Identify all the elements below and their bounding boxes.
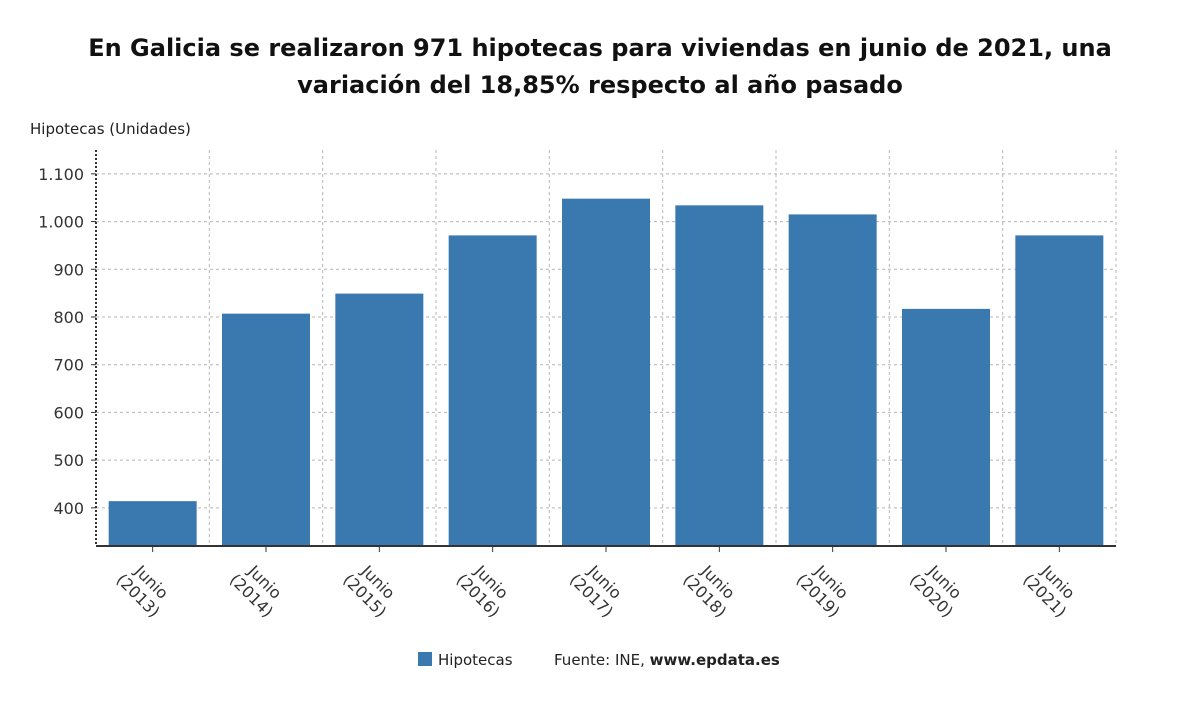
y-tick-label: 800 (53, 308, 84, 327)
y-tick-label: 900 (53, 260, 84, 279)
x-tick-label: Junio(2021) (1019, 557, 1083, 621)
x-tick-label: Junio(2013) (113, 557, 177, 621)
x-tick-label: Junio(2020) (906, 557, 970, 621)
y-tick-label: 700 (53, 356, 84, 375)
x-tick-label: Junio(2018) (679, 557, 743, 621)
x-tick-labels: Junio(2013) Junio(2014) Junio(2015) Junio(2… (113, 557, 1083, 621)
axes (91, 150, 1116, 552)
x-tick-label: Junio(2017) (566, 557, 630, 621)
y-tick-label: 1.000 (38, 213, 84, 232)
x-tick-label: Junio(2014) (226, 557, 290, 621)
y-axis-label: Hipotecas (Unidades) (30, 120, 191, 138)
bar (448, 235, 537, 546)
bar (1015, 235, 1104, 546)
bar (562, 198, 650, 547)
source-link[interactable]: www.epdata.es (650, 651, 780, 669)
y-tick-label: 1.100 (38, 165, 84, 184)
y-tick-label: 500 (53, 451, 84, 470)
bar (108, 501, 197, 546)
y-tick-labels: 400 500 600 700 800 900 1.000 1.100 (38, 165, 84, 518)
bar (335, 293, 424, 546)
legend-label: Hipotecas (438, 651, 513, 669)
legend: Hipotecas Fuente: INE, www.epdata.es (418, 651, 780, 669)
x-tick-label: Junio(2015) (339, 557, 403, 621)
bar (788, 214, 877, 546)
y-tick-label: 600 (53, 403, 84, 422)
chart-title: En Galicia se realizaron 971 hipotecas p… (88, 34, 1112, 99)
bar (675, 205, 764, 546)
x-tick-label: Junio(2019) (793, 557, 857, 621)
legend-swatch (418, 652, 432, 666)
bar (222, 313, 310, 546)
x-tick-label: Junio(2016) (453, 557, 517, 621)
source-note: Fuente: INE, www.epdata.es (554, 651, 780, 669)
bar (902, 308, 990, 546)
y-tick-label: 400 (53, 499, 84, 518)
source-label: Fuente: INE, (554, 651, 650, 669)
bars (108, 198, 1104, 547)
